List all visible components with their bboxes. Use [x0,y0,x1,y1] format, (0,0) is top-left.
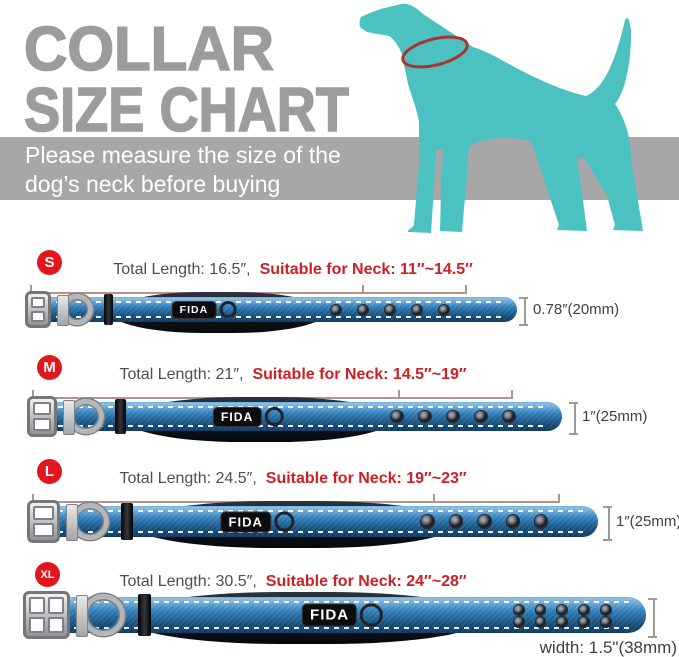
eyelet [447,410,459,423]
eyelet [438,304,449,315]
size-specs-l: Total Length: 24.5″, Suitable for Neck: 1… [70,470,516,488]
eyelet [449,515,463,528]
dog-body [359,3,643,234]
size-badge-l: L [37,459,62,484]
size-specs-m: Total Length: 21″, Suitable for Neck: 14.… [70,366,516,384]
eyelet [391,410,403,423]
eyelet [419,410,431,423]
width-label-xl: width: 1.5"(38mm) [539,638,677,657]
buckle [25,291,52,328]
buckle [27,500,60,543]
brand-tag-label: FIDA [212,406,262,427]
brand-tag: FIDA [171,300,237,319]
total-length-label: Total Length: 30.5″, [119,573,257,590]
buckle [27,396,58,437]
banner-line-2: dog’s neck before buying [25,171,281,197]
dog-silhouette [359,3,643,234]
eyelet [411,304,422,315]
total-length-label: Total Length: 16.5″, [113,261,251,278]
buckle-clamp [56,295,69,326]
eyelet [579,604,589,615]
collar-image-m: FIDA [27,396,562,442]
keeper-loop [137,594,152,636]
collar-image-l: FIDA [27,500,598,548]
brand-tag-label: FIDA [301,603,358,627]
keeper-loop [103,294,114,325]
buckle-clamp [65,504,78,541]
keeper-loop [115,399,127,434]
tag-ring-icon [264,406,284,427]
total-length-label: Total Length: 21″, [119,366,244,383]
buckle-clamp [63,400,76,435]
eyelet [475,410,487,423]
brand-tag: FIDA [220,511,294,532]
size-specs-xl: Total Length: 30.5″, Suitable for Neck: 2… [70,573,516,591]
eyelet [535,616,546,627]
brand-tag: FIDA [301,603,383,627]
eyelet [514,604,524,615]
brand-tag-label: FIDA [171,300,217,319]
width-bracket [603,506,612,541]
width-label-s: 0.78″(20mm) [533,301,620,318]
neck-range-label: Suitable for Neck: 14.5″~19″ [252,366,467,383]
eyelet [331,304,342,315]
width-label-l: 1″(25mm) [616,513,679,530]
eyelet [384,304,395,315]
collar-image-s: FIDA [25,291,517,333]
buckle [23,591,70,639]
eyelet [600,616,611,627]
keeper-loop [120,503,133,540]
eyelet [421,515,434,528]
eyelet [534,515,548,528]
size-badge-s: S [37,250,62,275]
collar-strap [40,506,598,537]
tag-ring-icon [219,300,237,319]
title-line-1: COLLAR [24,15,274,84]
width-bracket [519,297,528,326]
neck-range-label: Suitable for Neck: 24″~28″ [265,573,467,590]
buckle-clamp [75,595,88,637]
width-bracket [569,402,578,435]
tag-ring-icon [360,603,383,627]
collar-image-xl: FIDA [23,591,646,644]
neck-range-label: Suitable for Neck: 19″~23″ [265,470,467,487]
eyelet [478,515,491,528]
neck-range-label: Suitable for Neck: 11″~14.5″ [259,261,473,278]
eyelet [503,410,515,423]
eyelet [535,604,546,615]
width-label-m: 1″(25mm) [582,408,648,425]
d-ring [81,594,125,636]
collar-strap [38,297,517,322]
size-specs-s: Total Length: 16.5″, Suitable for Neck: 1… [70,261,516,279]
tag-ring-icon [273,511,294,532]
size-badge-xl: XL [35,562,60,587]
neck-measure-ring-icon [401,35,469,69]
total-length-label: Total Length: 24.5″, [119,470,257,487]
title-line-2: SIZE CHART [24,76,349,142]
brand-tag-label: FIDA [220,511,271,532]
eyelet [600,604,611,615]
eyelet [579,616,589,627]
eyelet [357,304,368,315]
brand-tag: FIDA [212,406,284,427]
size-badge-m: M [37,355,62,380]
width-bracket [648,598,657,638]
eyelet [557,616,568,627]
eyelet [506,515,519,528]
eyelet [557,604,568,615]
collar-strap [40,402,562,431]
page-title: COLLAR SIZE CHART [23,14,350,142]
eyelet [514,616,524,627]
banner-line-1: Please measure the size of the [25,142,341,168]
